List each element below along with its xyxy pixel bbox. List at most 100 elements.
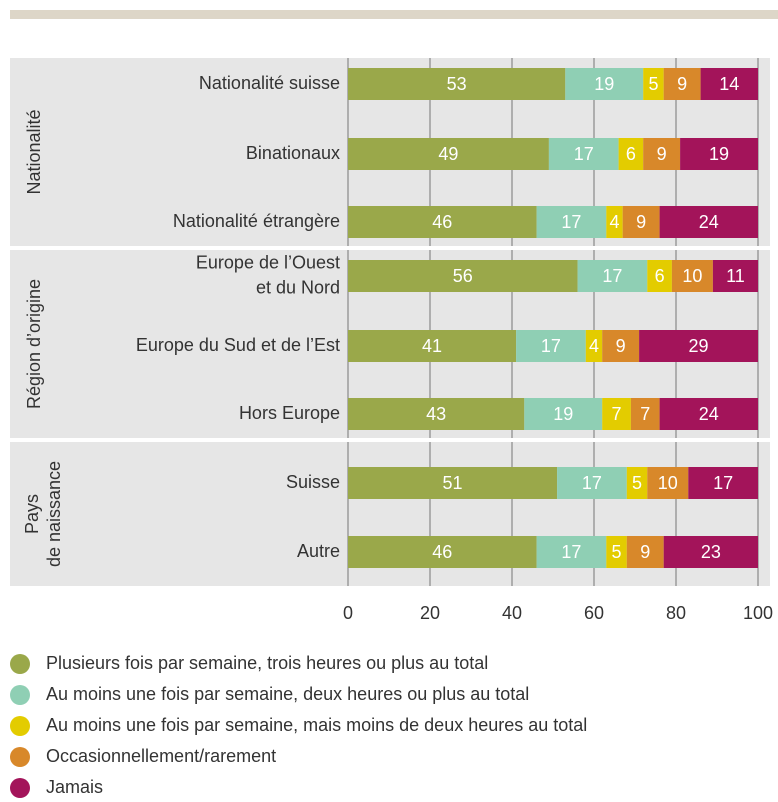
top-band [10, 10, 778, 19]
category-label: et du Nord [256, 277, 340, 297]
value-label: 24 [699, 212, 719, 232]
value-label: 19 [709, 144, 729, 164]
bar-segment [536, 536, 607, 568]
value-label: 17 [582, 473, 602, 493]
category-label: Hors Europe [239, 403, 340, 423]
value-label: 17 [561, 212, 581, 232]
bar-segment [565, 68, 644, 100]
bar-segment [688, 467, 758, 499]
value-label: 17 [574, 144, 594, 164]
legend-label: Plusieurs fois par semaine, trois heures… [46, 653, 488, 673]
value-label: 24 [699, 404, 719, 424]
category-label: Europe du Sud et de l’Est [136, 335, 340, 355]
bar-segment [663, 536, 758, 568]
value-label: 56 [453, 266, 473, 286]
bar-segment [700, 68, 758, 100]
bar-segment [348, 206, 537, 238]
bar-segment [557, 467, 627, 499]
bar-segment [622, 206, 660, 238]
bar-segment [348, 467, 558, 499]
value-label: 9 [636, 212, 646, 232]
category-label: Nationalité suisse [199, 73, 340, 93]
bar-segment [548, 138, 619, 170]
bar-segment [659, 398, 758, 430]
bar-segment [606, 536, 627, 568]
category-label: Autre [297, 541, 340, 561]
group-label: Nationalité [24, 109, 44, 194]
value-label: 9 [616, 336, 626, 356]
value-label: 17 [602, 266, 622, 286]
value-label: 9 [657, 144, 667, 164]
bar-segment [348, 398, 525, 430]
bar-segment [348, 330, 517, 362]
legend-swatch [10, 747, 30, 767]
legend-label: Au moins une fois par semaine, mais moin… [46, 715, 587, 735]
value-label: 29 [689, 336, 709, 356]
value-label: 19 [594, 74, 614, 94]
category-label: Suisse [286, 472, 340, 492]
value-label: 5 [612, 542, 622, 562]
value-label: 4 [589, 336, 599, 356]
value-label: 23 [701, 542, 721, 562]
bar-segment [602, 330, 640, 362]
bar-segment [643, 68, 664, 100]
bar-segment [585, 330, 603, 362]
x-tick-label: 20 [420, 603, 440, 623]
value-label: 51 [443, 473, 463, 493]
bar-segment [348, 260, 578, 292]
value-label: 6 [626, 144, 636, 164]
value-label: 10 [658, 473, 678, 493]
bar-segment [348, 68, 566, 100]
x-tick-label: 0 [343, 603, 353, 623]
x-tick-label: 80 [666, 603, 686, 623]
value-label: 4 [609, 212, 619, 232]
value-label: 41 [422, 336, 442, 356]
legend-label: Jamais [46, 777, 103, 797]
value-label: 5 [632, 473, 642, 493]
group-label: Pays [22, 494, 42, 534]
category-label: Nationalité étrangère [173, 211, 340, 231]
value-label: 6 [655, 266, 665, 286]
value-label: 9 [677, 74, 687, 94]
value-label: 10 [682, 266, 702, 286]
value-label: 49 [438, 144, 458, 164]
value-label: 46 [432, 212, 452, 232]
bar-segment [348, 536, 537, 568]
value-label: 53 [447, 74, 467, 94]
value-label: 17 [541, 336, 561, 356]
x-tick-label: 100 [743, 603, 773, 623]
bar-segment [643, 138, 681, 170]
bar-segment [639, 330, 758, 362]
value-label: 7 [640, 404, 650, 424]
value-label: 46 [432, 542, 452, 562]
value-label: 17 [713, 473, 733, 493]
bar-segment [647, 260, 672, 292]
bar-segment [680, 138, 758, 170]
bar-segment [626, 467, 648, 499]
bar-segment [348, 138, 549, 170]
legend-label: Au moins une fois par semaine, deux heur… [46, 684, 529, 704]
value-label: 9 [640, 542, 650, 562]
category-label: Europe de l’Ouest [196, 252, 340, 272]
bar-segment [536, 206, 607, 238]
bar-segment [659, 206, 758, 238]
value-label: 14 [719, 74, 739, 94]
value-label: 43 [426, 404, 446, 424]
value-label: 7 [612, 404, 622, 424]
bar-segment [524, 398, 603, 430]
legend-swatch [10, 716, 30, 736]
x-tick-label: 40 [502, 603, 522, 623]
value-label: 17 [561, 542, 581, 562]
legend-swatch [10, 654, 30, 674]
legend-swatch [10, 685, 30, 705]
bar-segment [630, 398, 660, 430]
bar-segment [577, 260, 648, 292]
value-label: 5 [648, 74, 658, 94]
bar-segment [516, 330, 586, 362]
bar-segment [626, 536, 664, 568]
value-label: 11 [726, 266, 745, 286]
legend-swatch [10, 778, 30, 798]
group-label: de naissance [44, 461, 64, 567]
legend-label: Occasionnellement/rarement [46, 746, 276, 766]
